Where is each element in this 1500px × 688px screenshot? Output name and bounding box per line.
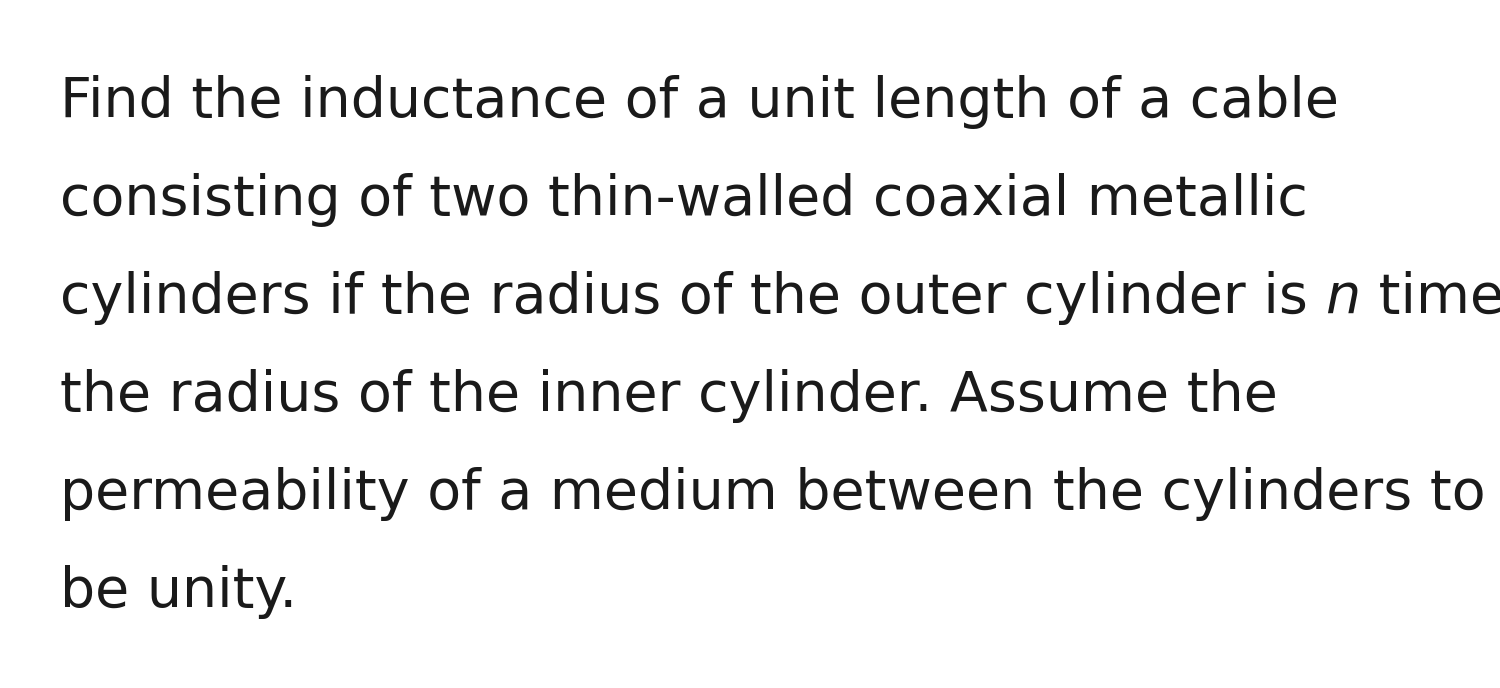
Text: n: n [1326,271,1360,324]
Text: permeability of a medium between the cylinders to: permeability of a medium between the cyl… [60,467,1485,521]
Text: cylinders if the radius of the outer cylinder is: cylinders if the radius of the outer cyl… [60,271,1326,325]
Text: consisting of two thin-walled coaxial metallic: consisting of two thin-walled coaxial me… [60,173,1308,227]
Text: be unity.: be unity. [60,565,297,619]
Text: Find the inductance of a unit length of a cable: Find the inductance of a unit length of … [60,75,1340,129]
Text: the radius of the inner cylinder. Assume the: the radius of the inner cylinder. Assume… [60,369,1278,423]
Text: times: times [1360,271,1500,325]
